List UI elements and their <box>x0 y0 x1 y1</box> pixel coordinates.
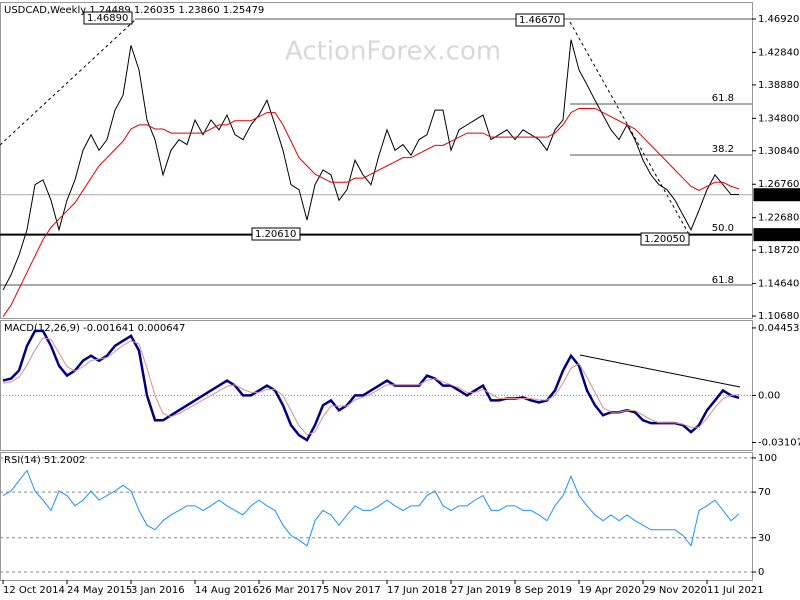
current-price: 1.25479 <box>757 190 798 201</box>
drawings <box>0 18 752 388</box>
price-callout: 1.20610 <box>255 229 296 240</box>
x-tick-label: 24 May 2015 <box>67 585 132 596</box>
series-line <box>2 107 740 317</box>
y-tick-label: 1.34800 <box>758 113 799 124</box>
support-price: 1.20610 <box>757 230 798 241</box>
x-tick-label: 27 Jan 2019 <box>451 585 511 596</box>
support-price-box <box>753 228 800 242</box>
y-tick-label: 1.30840 <box>758 146 799 157</box>
y-tick-label: 1.46920 <box>758 14 799 25</box>
fib-label: 61.8 <box>712 93 734 104</box>
macd-panel <box>0 320 753 451</box>
rsi-title: RSI(14) 51.2002 <box>4 455 85 466</box>
fib-label: 61.8 <box>712 275 734 286</box>
x-tick-label: 3 Jan 2016 <box>131 585 185 596</box>
price-callout-box <box>640 232 690 246</box>
y-tick-label: 1.14640 <box>758 279 799 290</box>
x-tick-label: 26 Mar 2017 <box>259 585 322 596</box>
price-callout: 1.46670 <box>519 15 560 26</box>
price-callout: 1.20050 <box>644 234 685 245</box>
price-callout-box <box>515 13 565 27</box>
y-tick-label: 0.00 <box>758 390 780 401</box>
price-callout-box <box>83 11 133 25</box>
y-tick-label: 0 <box>758 567 764 578</box>
x-tick-label: 5 Nov 2017 <box>323 585 381 596</box>
trend-line <box>0 19 136 146</box>
rsi-panel <box>0 452 753 581</box>
y-tick-label: -0.031072 <box>758 438 800 449</box>
x-tick-label: 19 Apr 2020 <box>579 585 641 596</box>
watermark: ActionForex.com <box>285 37 501 67</box>
price-callout-box <box>251 227 301 241</box>
y-tick-label: 1.38880 <box>758 80 799 91</box>
x-tick-label: 14 Aug 2016 <box>195 585 259 596</box>
y-tick-label: 1.22680 <box>758 213 799 224</box>
y-tick-label: 30 <box>758 533 771 544</box>
x-tick-label: 11 Jul 2021 <box>707 585 764 596</box>
fib-label: 50.0 <box>712 223 734 234</box>
y-tick-label: 1.26760 <box>758 179 799 190</box>
trend-line <box>569 21 691 237</box>
y-tick-label: 0.044534 <box>758 323 800 334</box>
y-tick-label: 100 <box>758 453 777 464</box>
series-line <box>2 337 740 436</box>
series-line <box>2 469 740 547</box>
series-line <box>2 39 739 291</box>
price-title: USDCAD,Weekly 1.24489 1.26035 1.23860 1.… <box>4 5 264 16</box>
fib-label: 38.2 <box>712 144 734 155</box>
x-tick-label: 8 Sep 2019 <box>515 585 572 596</box>
y-tick-label: 1.10680 <box>758 311 799 322</box>
y-tick-label: 70 <box>758 487 771 498</box>
y-tick-label: 1.42840 <box>758 47 799 58</box>
macd-title: MACD(12,26,9) -0.001641 0.000647 <box>4 323 185 334</box>
x-tick-label: 29 Nov 2020 <box>643 585 707 596</box>
y-tick-label: 1.18720 <box>758 245 799 256</box>
price-panel <box>0 2 753 319</box>
x-tick-label: 12 Oct 2014 <box>3 585 65 596</box>
x-tick-label: 17 Jun 2018 <box>387 585 447 596</box>
current-price-box <box>753 188 800 202</box>
price-callout: 1.46890 <box>87 13 128 24</box>
macd-trend-line <box>579 354 741 388</box>
